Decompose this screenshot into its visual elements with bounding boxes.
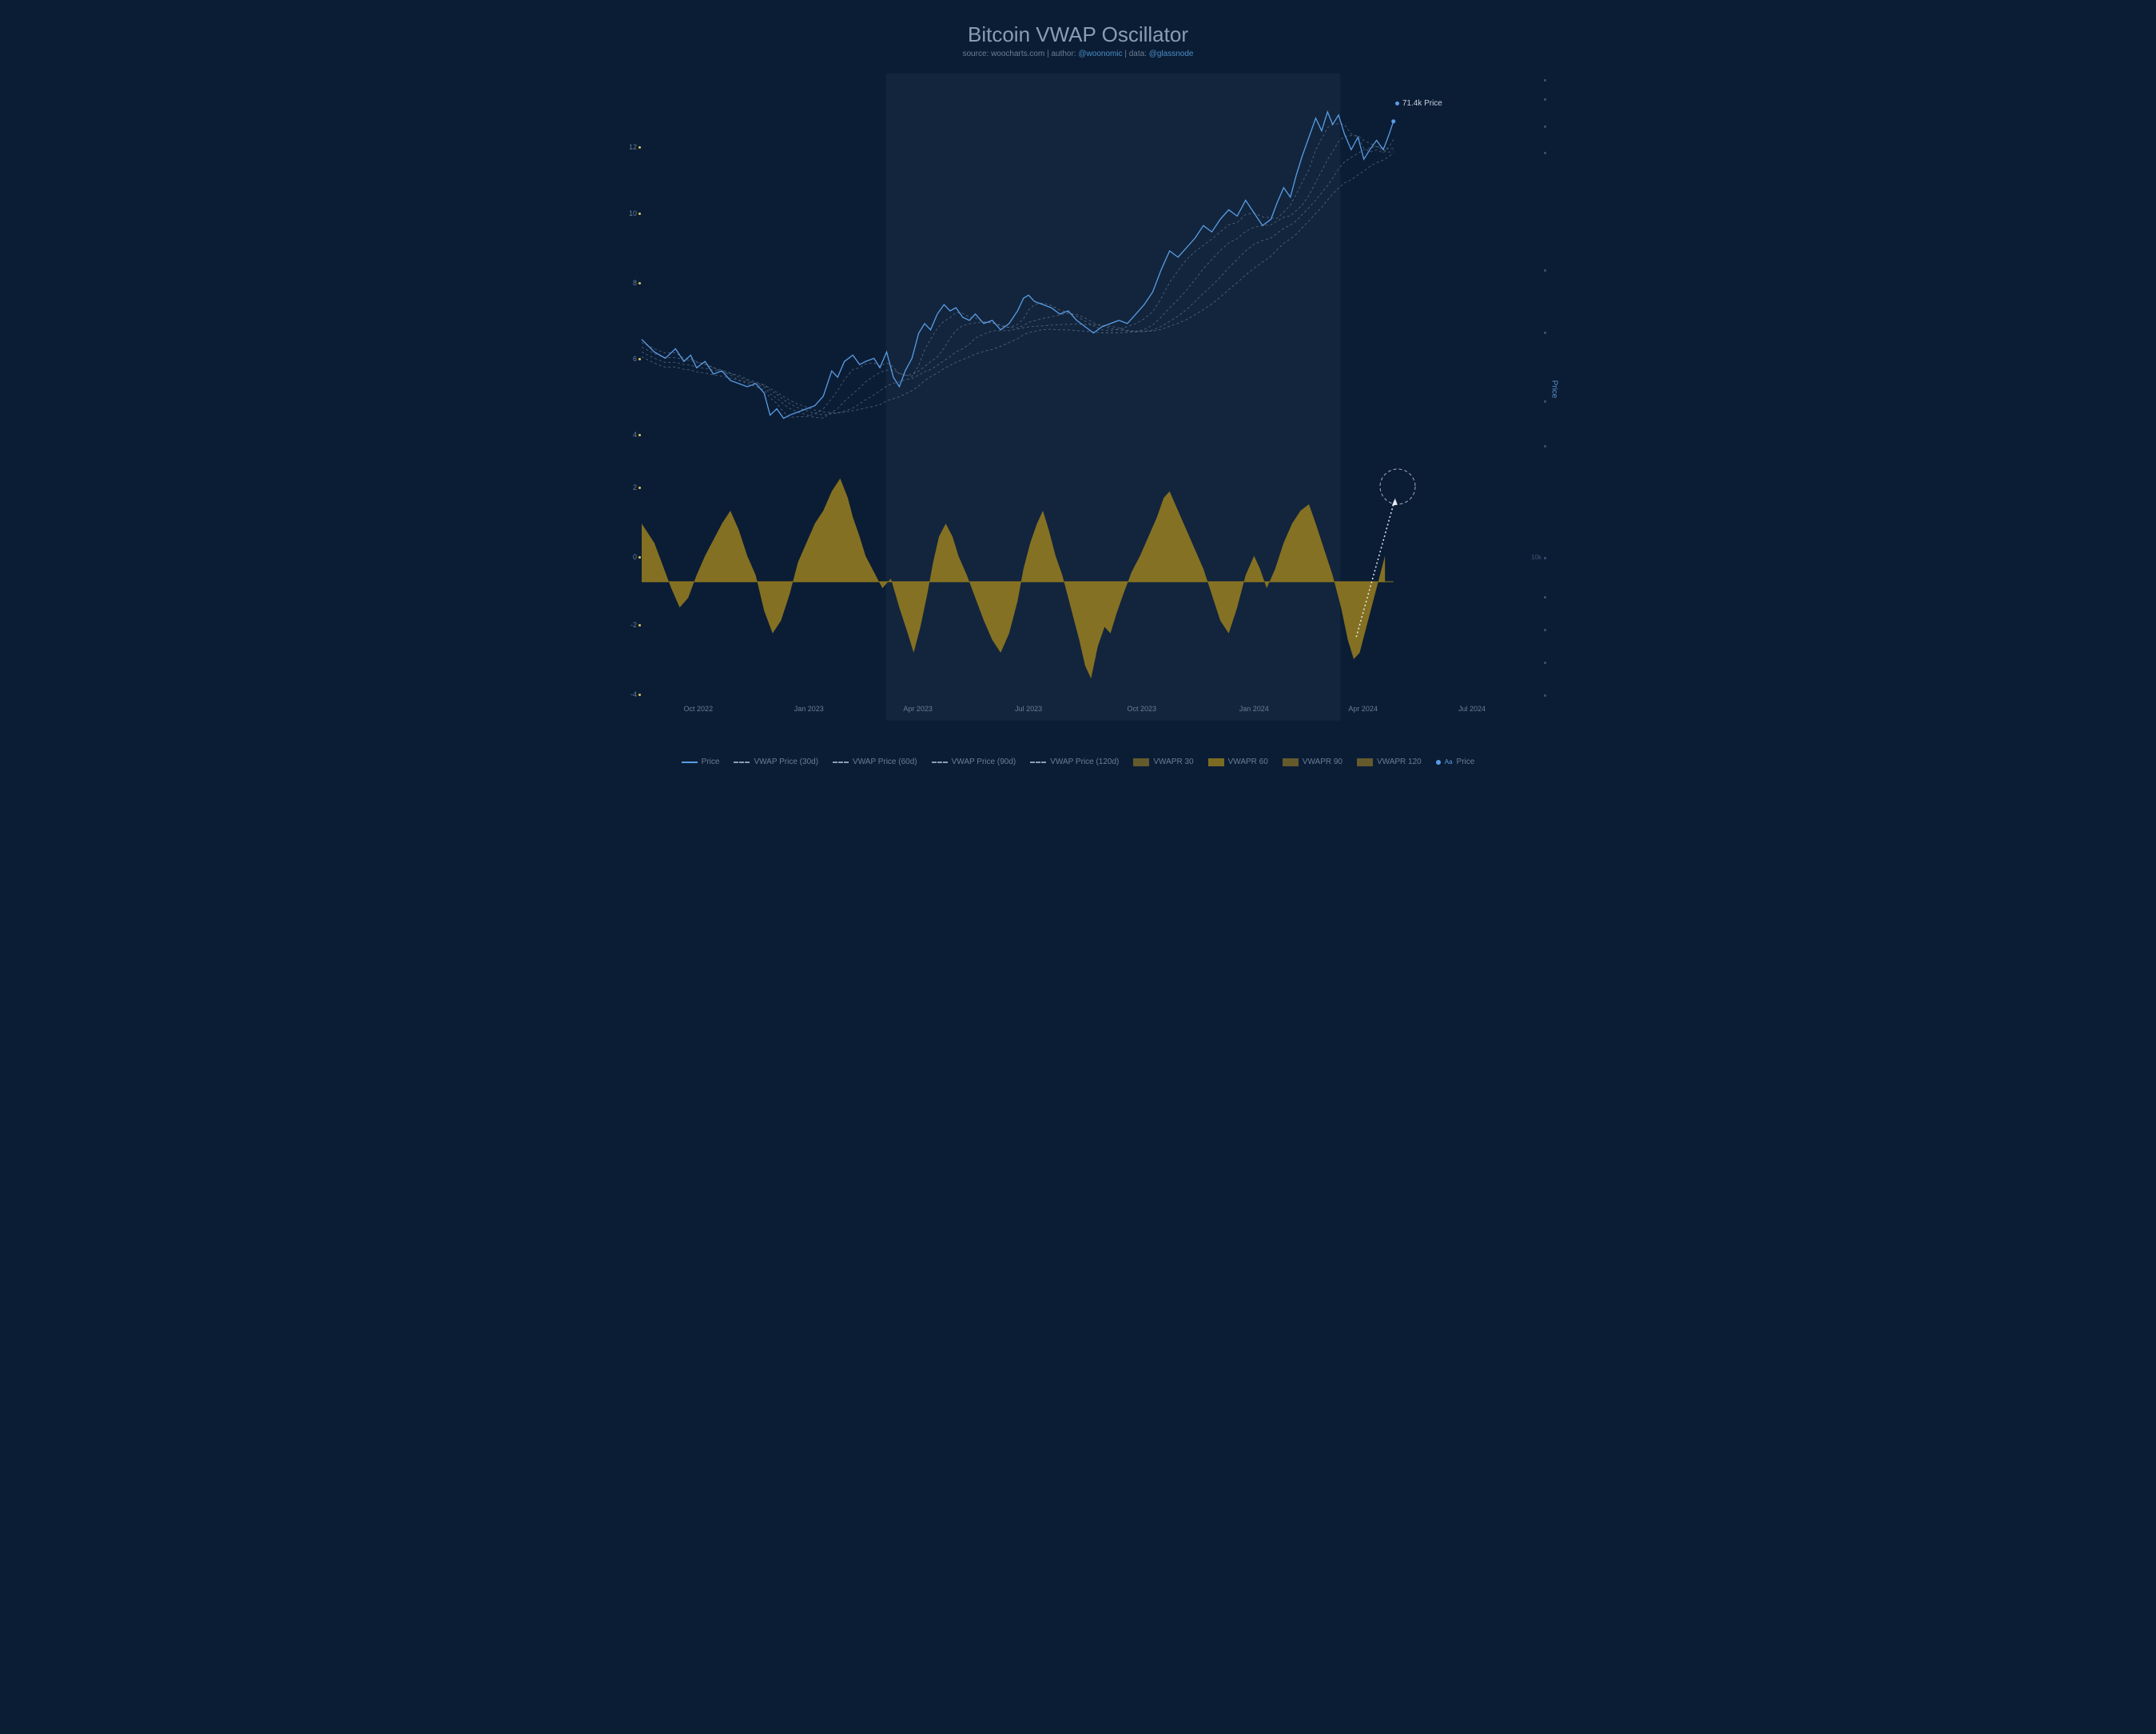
subtitle-source: woocharts.com [991,50,1044,58]
legend-item[interactable]: VWAPR 60 [1208,758,1268,766]
subtitle-author-link[interactable]: @woonomic [1078,50,1122,58]
legend-item[interactable]: VWAPR 30 [1133,758,1193,766]
x-tick-label: Jan 2023 [785,705,833,713]
legend-label: VWAPR 120 [1377,758,1422,766]
y-tick-dot-icon [638,434,641,436]
right-tick [1541,397,1546,404]
y-tick-label: -2 [605,621,637,629]
y-tick-dot-icon [638,282,641,284]
legend-line-icon [833,762,849,763]
x-tick-label: Jul 2023 [1004,705,1052,713]
legend: Price VWAP Price (30d) VWAP Price (60d) VWA… [594,758,1562,766]
y-tick-label: 2 [605,483,637,491]
legend-dot-icon [1436,760,1441,765]
legend-line-icon [734,762,750,763]
legend-item[interactable]: VWAP Price (30d) [734,758,818,766]
y-tick-label: -4 [605,690,637,698]
right-tick [1541,442,1546,449]
chart-plot-area[interactable] [642,74,1486,727]
chart-svg [642,74,1486,727]
y-tick-label: 4 [605,431,637,439]
legend-label: VWAPR 30 [1153,758,1193,766]
legend-line-icon [682,762,698,763]
right-tick [1541,122,1546,129]
legend-label: Price [1457,758,1475,766]
legend-area-icon [1357,758,1373,766]
y-tick-label: 6 [605,355,637,363]
x-tick-label: Oct 2022 [674,705,722,713]
legend-label: VWAP Price (30d) [754,758,818,766]
legend-label: Price [702,758,720,766]
subtitle-data-link[interactable]: @glassnode [1149,50,1194,58]
right-tick [1541,691,1546,698]
right-tick [1541,593,1546,600]
y-tick-dot-icon [638,146,641,149]
legend-line-icon [932,762,948,763]
y-tick-label: 12 [605,143,637,151]
x-tick-label: Apr 2024 [1339,705,1387,713]
annotation-text: 71.4k Price [1402,99,1442,108]
right-tick [1541,658,1546,666]
right-tick [1541,95,1546,102]
legend-item[interactable]: VWAP Price (60d) [833,758,917,766]
chart-subtitle: source: woocharts.com | author: @woonomi… [594,50,1562,58]
y-tick-dot-icon [638,213,641,215]
chart-container: Bitcoin VWAP Oscillator source: woochart… [594,0,1562,779]
legend-aa-icon: Aa [1445,758,1453,766]
legend-label: VWAP Price (60d) [853,758,917,766]
y-tick-dot-icon [638,556,641,559]
subtitle-source-prefix: source: [962,50,991,58]
legend-item[interactable]: VWAPR 90 [1283,758,1343,766]
y-tick-dot-icon [638,358,641,360]
annotation-dot-icon [1395,101,1399,105]
y-tick-label: 0 [605,553,637,561]
legend-item[interactable]: Price [682,758,720,766]
legend-label: VWAP Price (90d) [952,758,1016,766]
y-tick-dot-icon [638,624,641,626]
legend-item[interactable]: VWAP Price (120d) [1030,758,1119,766]
chart-title: Bitcoin VWAP Oscillator [594,22,1562,47]
legend-label: VWAPR 60 [1228,758,1268,766]
right-tick [1541,149,1546,156]
x-tick-label: Jul 2024 [1448,705,1496,713]
legend-area-icon [1283,758,1299,766]
legend-item[interactable]: VWAP Price (90d) [932,758,1016,766]
price-annotation: 71.4k Price [1395,99,1442,108]
legend-item[interactable]: Aa Price [1436,758,1475,766]
legend-label: VWAPR 90 [1303,758,1343,766]
y-tick-dot-icon [638,487,641,489]
right-tick [1541,626,1546,633]
right-tick [1541,76,1546,83]
y-tick-dot-icon [638,694,641,696]
right-axis-title: Price [1550,380,1559,399]
right-tick [1541,328,1546,336]
legend-label: VWAP Price (120d) [1050,758,1119,766]
y-tick-label: 10 [605,209,637,217]
legend-area-icon [1133,758,1149,766]
legend-item[interactable]: VWAPR 120 [1357,758,1422,766]
right-tick [1541,266,1546,273]
legend-line-icon [1030,762,1046,763]
x-tick-label: Apr 2023 [894,705,942,713]
legend-area-icon [1208,758,1224,766]
subtitle-author-prefix: | author: [1044,50,1078,58]
x-tick-label: Oct 2023 [1118,705,1166,713]
x-tick-label: Jan 2024 [1230,705,1278,713]
subtitle-data-prefix: | data: [1123,50,1149,58]
y-tick-label: 8 [605,279,637,287]
right-tick: 10k [1531,554,1546,561]
